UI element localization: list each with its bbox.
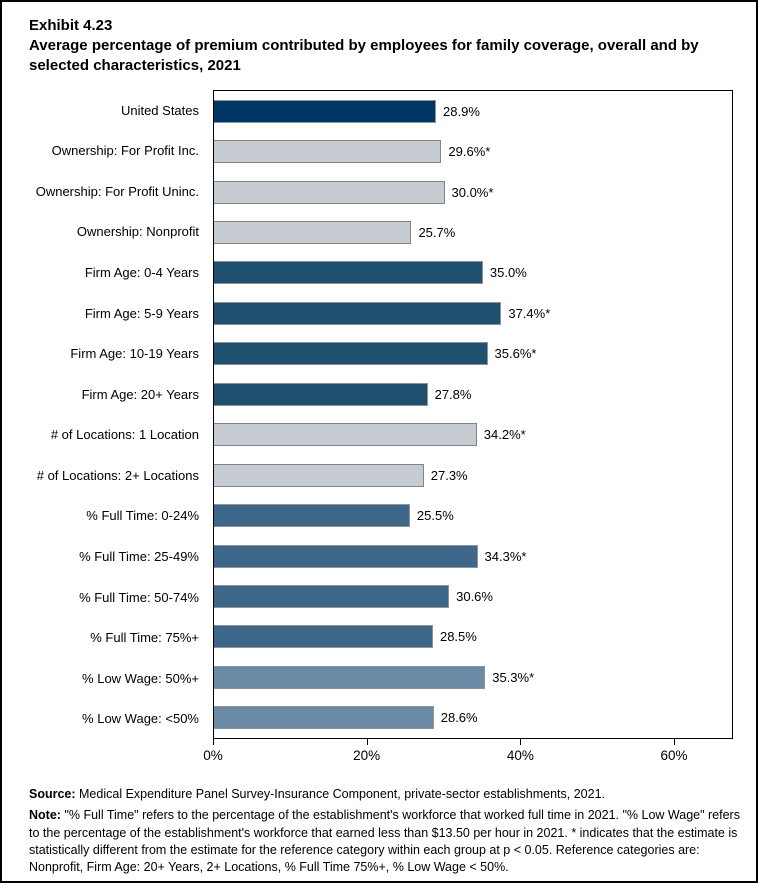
bar-row: 29.6%* [214,131,732,171]
bar [214,301,502,325]
bar-row: 34.2%* [214,415,732,455]
bar-row: 35.6%* [214,334,732,374]
x-axis-tick-label: 0% [203,748,223,763]
category-label: Firm Age: 5-9 Years [84,305,199,321]
bar-row: 30.0%* [214,172,732,212]
bar-row: 30.6% [214,576,732,616]
x-axis-tick-label: 20% [353,748,381,763]
bar [214,382,428,406]
x-axis: 0% 20% 40% 60% [203,739,733,769]
bar-row: 27.8% [214,374,732,414]
category-label: United States [120,102,199,118]
bar-value-label: 28.9% [443,103,480,119]
bar-value-label: 27.8% [434,386,472,402]
source-label: Source: [29,787,76,801]
bar-row: 28.6% [214,698,732,738]
chart-title-block: Exhibit 4.23 Average percentage of premi… [29,16,735,76]
bar-row: 25.5% [214,495,732,535]
bar-value-label: 30.0%* [451,184,494,200]
bar [214,625,433,649]
x-axis-tick-label: 60% [660,748,688,763]
bar [214,463,424,487]
bar-value-label: 37.4%* [508,305,551,321]
bar [214,180,445,204]
category-label: Ownership: For Profit Inc. [51,143,199,159]
bar [214,544,478,568]
category-label: Firm Age: 10-19 Years [70,346,199,362]
bar-value-label: 28.6% [440,710,478,726]
note-label: Note: [29,808,61,823]
bar [214,584,450,608]
category-label: % Full Time: 25-49% [79,548,199,564]
bar [214,342,488,366]
category-label: % Full Time: 50-74% [79,589,199,605]
footnotes: Source: Medical Expenditure Panel Survey… [29,786,743,880]
bar-value-label: 29.6%* [448,144,491,160]
x-axis-tick [366,739,368,745]
category-label: % Full Time: 75%+ [90,630,199,646]
source-line: Source: Medical Expenditure Panel Survey… [29,786,743,803]
x-axis-tick [520,739,522,745]
bar-row: 34.3%* [214,536,732,576]
x-axis-tick [674,739,675,745]
bar-row: 28.9% [214,91,732,131]
bar-value-label: 27.3% [430,467,468,483]
bar-value-label: 35.0% [489,265,527,281]
category-label: # of Locations: 2+ Locations [36,467,199,483]
category-axis-labels: United States Ownership: For Profit Inc. O… [2,90,205,739]
x-axis-tick [213,739,214,745]
plot-area: 28.9% 29.6%* 30.0%* 25.7% 35.0% 37.4%* 35.6%* 2… [213,90,733,739]
bar-row: 25.7% [214,212,732,252]
bar [214,99,437,123]
bar-row: 37.4%* [214,293,732,333]
bar [214,261,483,285]
page-title: Average percentage of premium contribute… [29,36,699,74]
bar [214,706,434,730]
bar-rows-container: 28.9% 29.6%* 30.0%* 25.7% 35.0% 37.4%* 35.6%* 2… [214,91,732,738]
category-label: % Full Time: 0-24% [86,508,199,524]
category-label: % Low Wage: <50% [82,711,199,727]
bar [214,665,486,689]
bar-value-label: 35.3%* [492,669,535,685]
category-label: # of Locations: 1 Location [50,427,199,443]
bar-row: 27.3% [214,455,732,495]
bar-value-label: 30.6% [456,588,493,604]
category-label: Ownership: For Profit Uninc. [35,183,199,199]
category-label: Firm Age: 20+ Years [81,386,199,402]
bar-value-label: 34.2%* [483,427,526,443]
bar [214,221,412,245]
bar [214,423,477,447]
source-text: Medical Expenditure Panel Survey-Insuran… [75,787,605,801]
category-label: % Low Wage: 50%+ [82,670,199,686]
exhibit-number: Exhibit 4.23 [29,17,113,34]
x-axis-tick-label: 40% [506,748,534,763]
category-label: Firm Age: 0-4 Years [84,265,199,281]
bar [214,504,410,528]
bar-value-label: 25.5% [416,508,454,524]
note-text: "% Full Time" refers to the percentage o… [29,808,740,874]
bar-value-label: 28.5% [439,629,477,645]
bar-value-label: 34.3%* [484,548,527,564]
bar [214,140,442,164]
bar-value-label: 25.7% [418,225,456,241]
category-label: Ownership: Nonprofit [76,224,199,240]
bar-row: 35.3%* [214,657,732,697]
bar-row: 35.0% [214,253,732,293]
bar-value-label: 35.6%* [494,346,537,362]
bar-row: 28.5% [214,617,732,657]
note-line: Note: "% Full Time" refers to the percen… [29,807,743,876]
